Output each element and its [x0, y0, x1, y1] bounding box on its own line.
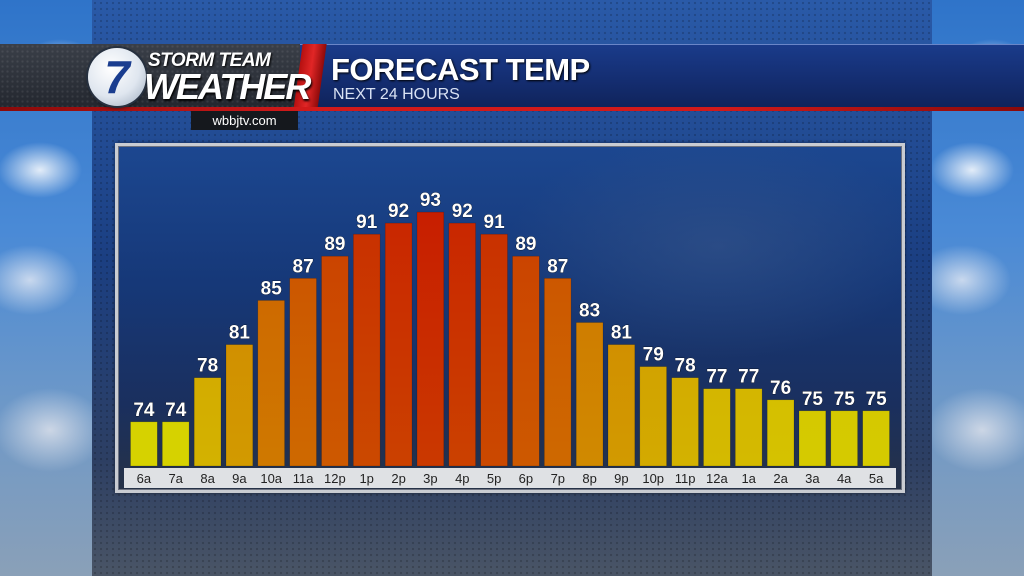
bar-9p: [607, 344, 636, 467]
tick-label-5p: 5p: [487, 471, 501, 486]
tick-label-2p: 2p: [391, 471, 405, 486]
tick-label-4p: 4p: [455, 471, 469, 486]
bar-12p: [321, 255, 349, 467]
tick-label-7p: 7p: [551, 471, 565, 486]
data-label-9p: 81: [611, 323, 633, 344]
bar-12a: [703, 388, 731, 467]
tick-label-12p: 12p: [324, 471, 346, 486]
bar-4a: [830, 410, 858, 467]
tick-label-3p: 3p: [423, 471, 437, 486]
data-label-10a: 85: [261, 278, 283, 299]
bar-1p: [353, 233, 381, 467]
website-tab: wbbjtv.com: [191, 111, 298, 130]
tick-label-12a: 12a: [706, 471, 728, 486]
tick-label-9a: 9a: [232, 471, 247, 486]
data-label-10p: 79: [643, 345, 664, 366]
data-label-2p: 92: [388, 201, 409, 222]
bar-10a: [257, 300, 285, 467]
tick-label-10a: 10a: [260, 471, 282, 486]
bar-8p: [575, 322, 604, 467]
data-label-6p: 89: [515, 234, 536, 255]
bar-4p: [448, 222, 476, 467]
data-label-3p: 93: [420, 190, 441, 211]
data-label-8p: 83: [579, 301, 600, 322]
tick-label-3a: 3a: [805, 471, 820, 486]
tick-label-7a: 7a: [168, 471, 183, 486]
header-red-line: [0, 107, 1024, 111]
tick-label-6p: 6p: [519, 471, 533, 486]
temperature-bar-chart: 74 74 78 81 85 87 89 91 92 93 92 91 89 87 83 81 79 78 77 77…: [124, 190, 896, 488]
bar-2p: [384, 222, 413, 467]
bar-3a: [798, 410, 827, 467]
tick-label-2a: 2a: [773, 471, 788, 486]
brand-line-2: WEATHER: [144, 66, 311, 107]
bar-7p: [543, 278, 572, 467]
data-label-1p: 91: [356, 212, 378, 233]
bar-8a: [193, 377, 222, 467]
tick-label-10p: 10p: [642, 471, 664, 486]
data-label-12p: 89: [324, 234, 345, 255]
bar-2a: [766, 399, 795, 467]
bar-7a: [161, 421, 190, 467]
brand-line-1: STORM TEAM: [148, 50, 271, 71]
bar-11a: [289, 278, 317, 467]
data-label-4p: 92: [452, 201, 473, 222]
tick-label-8p: 8p: [582, 471, 596, 486]
bar-10p: [639, 366, 667, 467]
data-label-8a: 78: [197, 356, 218, 377]
data-label-3a: 75: [802, 389, 824, 410]
data-label-11a: 87: [293, 256, 314, 277]
tick-label-5a: 5a: [869, 471, 884, 486]
tick-label-9p: 9p: [614, 471, 628, 486]
bar-11p: [671, 377, 699, 467]
data-label-12a: 77: [706, 367, 727, 388]
tick-label-1p: 1p: [359, 471, 373, 486]
tick-label-4a: 4a: [837, 471, 852, 486]
tick-label-11a: 11a: [293, 471, 314, 486]
data-label-7a: 74: [165, 400, 187, 421]
bar-5a: [862, 410, 890, 467]
tick-label-8a: 8a: [200, 471, 215, 486]
data-label-5p: 91: [484, 212, 506, 233]
data-label-9a: 81: [229, 323, 251, 344]
bar-9a: [225, 344, 254, 467]
bar-5p: [480, 233, 508, 467]
page-title: FORECAST TEMP: [331, 52, 590, 87]
logo-box: [0, 44, 300, 110]
data-label-11p: 78: [675, 356, 696, 377]
bar-1a: [734, 388, 763, 467]
tick-label-11p: 11p: [675, 471, 696, 486]
chart-frame: 74 74 78 81 85 87 89 91 92 93 92 91 89 87 83 81 79 78 77 77…: [115, 143, 905, 493]
bar-6a: [130, 421, 158, 467]
channel-7-logo-icon: 7: [88, 48, 146, 106]
data-label-2a: 76: [770, 378, 791, 399]
bar-6p: [512, 255, 540, 467]
tick-label-1a: 1a: [741, 471, 756, 486]
data-label-4a: 75: [834, 389, 856, 410]
bar-3p: [416, 211, 445, 467]
logo-number: 7: [104, 51, 130, 103]
data-label-6a: 74: [133, 400, 155, 421]
x-axis-band: [124, 468, 896, 488]
page-subtitle: NEXT 24 HOURS: [333, 86, 460, 103]
data-label-7p: 87: [547, 256, 568, 277]
data-label-5a: 75: [866, 389, 888, 410]
tick-label-6a: 6a: [137, 471, 152, 486]
data-label-1a: 77: [738, 367, 759, 388]
